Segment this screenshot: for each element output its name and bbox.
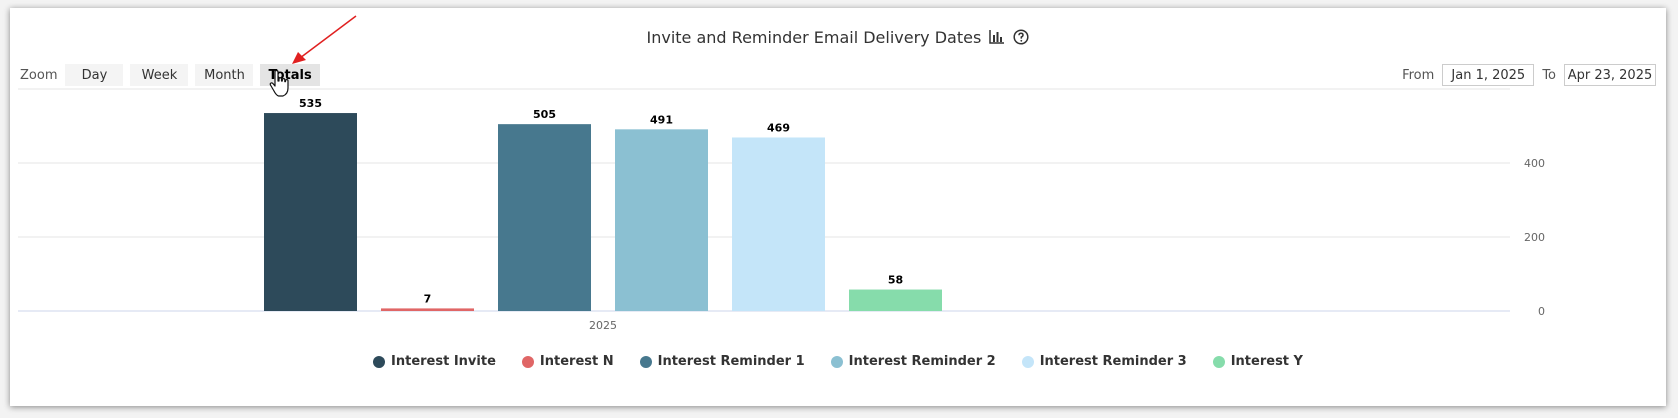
y-tick-label: 0 bbox=[1538, 305, 1545, 318]
data-label: 491 bbox=[650, 113, 673, 126]
red-arrow-icon bbox=[292, 15, 357, 64]
bar bbox=[381, 308, 474, 311]
y-tick-label: 400 bbox=[1524, 157, 1545, 170]
data-label: 469 bbox=[767, 121, 790, 134]
zoom-month-button[interactable]: Month bbox=[195, 64, 254, 86]
from-date-input[interactable] bbox=[1442, 64, 1535, 86]
to-date-input[interactable] bbox=[1564, 64, 1656, 86]
date-range: From To bbox=[1394, 62, 1656, 88]
y-tick-label: 200 bbox=[1524, 231, 1545, 244]
zoom-day-button[interactable]: Day bbox=[65, 64, 124, 86]
bar bbox=[849, 289, 942, 311]
x-tick-label: 2025 bbox=[589, 319, 617, 332]
legend-label: Interest Reminder 2 bbox=[848, 354, 996, 369]
to-label: To bbox=[1542, 67, 1556, 83]
legend-item[interactable]: Interest Reminder 3 bbox=[1021, 354, 1187, 369]
zoom-label: Zoom bbox=[20, 67, 58, 83]
from-label: From bbox=[1402, 67, 1435, 83]
bar-chart-icon[interactable] bbox=[989, 29, 1005, 48]
legend-label: Interest Reminder 1 bbox=[657, 354, 805, 369]
legend-label: Interest Reminder 3 bbox=[1039, 354, 1187, 369]
help-circle-icon[interactable] bbox=[1013, 28, 1030, 49]
bar bbox=[264, 113, 357, 311]
legend-label: Interest N bbox=[539, 354, 614, 369]
zoom-controls: Zoom Day Week Month Totals bbox=[20, 62, 327, 88]
legend-marker bbox=[639, 355, 652, 368]
bar bbox=[732, 137, 825, 311]
legend-marker bbox=[521, 355, 534, 368]
legend-marker bbox=[1212, 355, 1225, 368]
chart-legend: Interest Invite Interest N Interest Remind… bbox=[10, 354, 1666, 369]
zoom-week-button[interactable]: Week bbox=[130, 64, 189, 86]
legend-item[interactable]: Interest Y bbox=[1212, 354, 1303, 369]
chart-title-row: Invite and Reminder Email Delivery Dates bbox=[10, 28, 1666, 49]
legend-marker bbox=[1021, 355, 1034, 368]
data-label: 58 bbox=[888, 274, 903, 287]
legend-label: Interest Invite bbox=[391, 354, 496, 369]
legend-item[interactable]: Interest N bbox=[521, 354, 614, 369]
bar bbox=[615, 129, 708, 311]
legend-label: Interest Y bbox=[1230, 354, 1303, 369]
bar-chart: 0 200 400 535 7 505 491 469 58 2025 bbox=[18, 88, 1545, 332]
chart-panel: Invite and Reminder Email Delivery Dates… bbox=[10, 8, 1666, 406]
legend-item[interactable]: Interest Invite bbox=[373, 354, 496, 369]
chart-title: Invite and Reminder Email Delivery Dates bbox=[646, 28, 982, 47]
data-label: 7 bbox=[424, 292, 432, 305]
bar bbox=[498, 124, 591, 312]
legend-marker bbox=[373, 355, 386, 368]
legend-marker bbox=[830, 355, 843, 368]
legend-item[interactable]: Interest Reminder 1 bbox=[639, 354, 805, 369]
legend-item[interactable]: Interest Reminder 2 bbox=[830, 354, 996, 369]
data-label: 535 bbox=[299, 97, 322, 110]
hand-pointer-icon bbox=[269, 70, 289, 97]
data-label: 505 bbox=[533, 108, 556, 121]
